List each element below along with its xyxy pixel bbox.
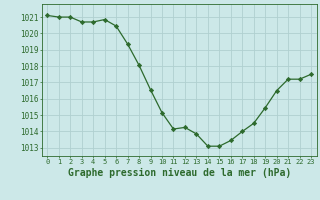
X-axis label: Graphe pression niveau de la mer (hPa): Graphe pression niveau de la mer (hPa) <box>68 168 291 178</box>
